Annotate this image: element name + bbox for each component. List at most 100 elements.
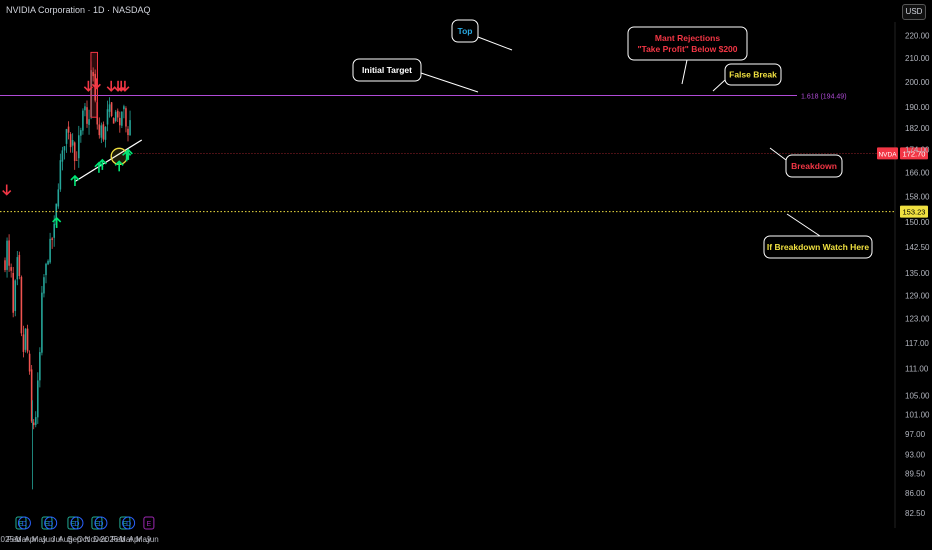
arrow-head xyxy=(123,148,133,155)
last-price-tag xyxy=(900,147,928,160)
x-tick-label: Jun xyxy=(146,535,159,544)
callout-rejections: Mant Rejections"Take Profit" Below $200 xyxy=(627,26,748,85)
marker-frame xyxy=(70,516,84,530)
y-tick-label: 190.00 xyxy=(905,103,930,112)
arrow-head xyxy=(106,86,116,92)
callout-box xyxy=(724,63,782,86)
dividend-marker-icon[interactable]: D xyxy=(17,516,31,530)
candle-body xyxy=(12,272,14,313)
callout-text: Initial Target xyxy=(362,65,412,75)
callout-box xyxy=(352,58,422,82)
x-tick-label: 2025 xyxy=(0,535,14,544)
marker-label: D xyxy=(98,521,103,528)
y-tick-label: 86.00 xyxy=(905,489,926,498)
earnings-marker-icon[interactable]: E xyxy=(41,516,53,530)
marker-label: D xyxy=(74,521,79,528)
down-arrow-icon xyxy=(2,184,12,196)
top-highlight-box xyxy=(90,51,99,118)
earnings-marker-icon[interactable]: E xyxy=(67,516,79,530)
marker-label: E xyxy=(45,521,50,528)
marker-frame xyxy=(122,516,136,530)
candle-body xyxy=(30,369,33,422)
callout-text: Mant Rejections xyxy=(655,33,720,43)
dividend-marker-icon[interactable]: D xyxy=(94,516,108,530)
y-tick-label: 135.00 xyxy=(905,269,930,278)
candle-body xyxy=(127,128,129,136)
marker-label: E xyxy=(71,521,76,528)
candle-body xyxy=(49,238,51,263)
y-tick-label: 105.00 xyxy=(905,392,930,401)
x-tick-label: Aug xyxy=(58,535,72,544)
callout-text: Top xyxy=(458,26,473,36)
y-tick-label: 166.00 xyxy=(905,169,930,178)
callout-breakdown: Breakdown xyxy=(769,147,843,178)
candle-body xyxy=(57,189,60,207)
x-tick-label: Mar xyxy=(15,535,29,544)
arrow-head xyxy=(97,158,107,165)
marker-frame xyxy=(17,516,31,530)
candle-body xyxy=(104,126,107,140)
earnings-marker-icon[interactable]: E xyxy=(91,516,103,530)
y-tick-label: 89.50 xyxy=(905,469,926,478)
candle-body xyxy=(63,146,66,151)
dividend-marker-icon[interactable]: D xyxy=(44,516,58,530)
marker-label: D xyxy=(126,521,131,528)
overlay-layer: 1.618 (194.49) 153.23 NVDA 172.70 Top Initial… xyxy=(0,19,928,259)
down-arrow-icon xyxy=(120,80,130,92)
candle-body xyxy=(61,150,64,162)
arrow-head xyxy=(70,174,80,181)
x-tick-label: Feb xyxy=(7,535,21,544)
y-tick-label: 123.00 xyxy=(905,315,930,324)
x-tick-label: Sep xyxy=(67,535,82,544)
ticker-label: NVDA xyxy=(878,151,897,158)
y-tick-label: 210.00 xyxy=(905,54,930,63)
callout-top: Top xyxy=(451,19,513,51)
candle-body xyxy=(34,417,37,425)
candle-body xyxy=(112,118,115,124)
price-axis[interactable]: 220.00 210.00 200.00 190.00 182.00 174.00 166.… xyxy=(905,32,930,519)
earnings-marker-icon[interactable]: E xyxy=(143,516,155,530)
y-tick-label: 97.00 xyxy=(905,430,926,439)
candle-body xyxy=(55,203,58,225)
candle-body xyxy=(10,267,12,271)
callout-pointer xyxy=(681,59,688,85)
marker-frame xyxy=(15,516,27,530)
candle-body xyxy=(92,72,94,77)
callout-initial-target: Initial Target xyxy=(352,58,479,93)
candle-body xyxy=(67,126,70,133)
x-tick-label: Jul xyxy=(52,535,62,544)
candle-body xyxy=(75,159,78,161)
x-tick-label: Mar xyxy=(119,535,133,544)
candle-body xyxy=(51,238,53,240)
dividend-marker-icon[interactable]: D xyxy=(70,516,84,530)
candle-body xyxy=(22,334,25,352)
dividend-marker-icon[interactable]: D xyxy=(122,516,136,530)
time-axis[interactable]: 2025FebMarAprMayJunJulAugSepOctNovDec202… xyxy=(0,535,159,544)
candle-body xyxy=(6,240,8,270)
x-tick-label: May xyxy=(136,535,151,544)
candle-body xyxy=(80,130,82,136)
marker-label: E xyxy=(19,521,24,528)
callout-pointer xyxy=(769,147,787,161)
candle-body xyxy=(116,110,119,118)
x-tick-label: Oct xyxy=(77,535,90,544)
candle-body xyxy=(32,422,35,426)
arrow-head xyxy=(83,86,93,92)
candle-body xyxy=(14,280,17,312)
earnings-marker-icon[interactable]: E xyxy=(119,516,131,530)
up-arrow-icon xyxy=(70,174,80,186)
candle-body xyxy=(71,140,74,146)
candle-body xyxy=(84,106,86,111)
earnings-marker-icon[interactable]: E xyxy=(15,516,27,530)
candle-body xyxy=(98,124,101,136)
support-price-tag xyxy=(900,205,928,218)
callout-pointer xyxy=(786,213,821,237)
candle-body xyxy=(28,353,31,372)
x-tick-label: Nov xyxy=(85,535,99,544)
x-tick-label: Dec xyxy=(93,535,107,544)
symbol-title[interactable]: NVIDIA Corporation · 1D · NASDAQ xyxy=(6,5,151,15)
marker-label: D xyxy=(48,521,53,528)
candle-body xyxy=(129,120,131,136)
currency-button[interactable]: USD xyxy=(902,4,926,20)
